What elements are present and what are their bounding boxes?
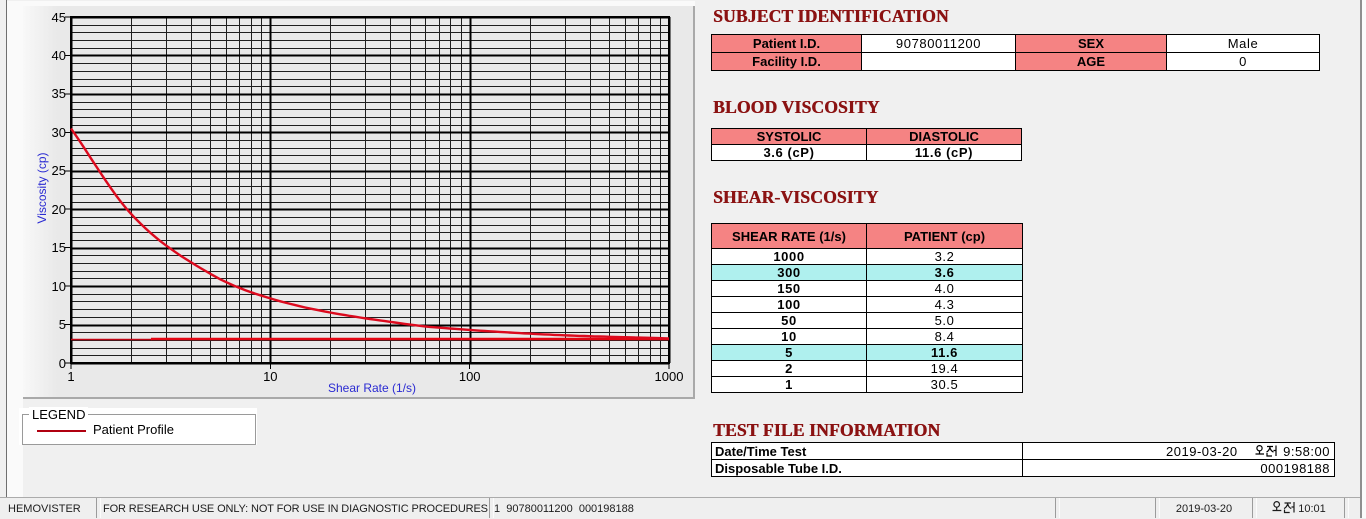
svg-text:20: 20	[52, 202, 66, 217]
svg-text:45: 45	[52, 10, 66, 25]
svg-text:100: 100	[459, 369, 481, 384]
svg-text:40: 40	[52, 48, 66, 63]
svg-text:Viscosity (cp): Viscosity (cp)	[35, 152, 49, 223]
svg-text:35: 35	[52, 86, 66, 101]
svg-text:10: 10	[52, 279, 66, 294]
svg-text:15: 15	[52, 240, 66, 255]
svg-text:25: 25	[52, 163, 66, 178]
svg-text:5: 5	[59, 317, 66, 332]
svg-text:1000: 1000	[655, 369, 684, 384]
svg-text:Shear Rate (1/s): Shear Rate (1/s)	[328, 381, 416, 395]
svg-text:0: 0	[59, 356, 66, 371]
svg-text:10: 10	[263, 369, 277, 384]
svg-text:30: 30	[52, 125, 66, 140]
svg-text:1: 1	[67, 369, 74, 384]
